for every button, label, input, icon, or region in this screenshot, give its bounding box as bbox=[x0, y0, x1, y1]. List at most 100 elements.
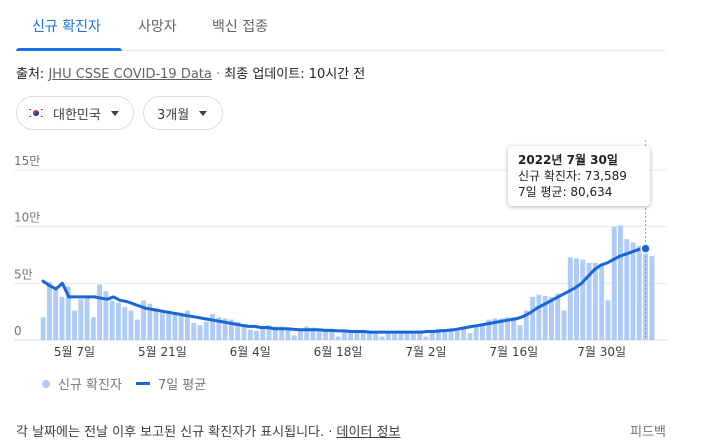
bar bbox=[247, 329, 253, 340]
tab-vaccination[interactable]: 백신 접종 bbox=[212, 19, 268, 35]
bar bbox=[561, 310, 567, 340]
feedback-link[interactable]: 피드백 bbox=[630, 425, 666, 440]
bar bbox=[618, 225, 623, 340]
tab-deaths[interactable]: 사망자 bbox=[138, 19, 177, 35]
bar bbox=[467, 333, 473, 340]
y-tick-label: 10만 bbox=[14, 211, 40, 225]
bar bbox=[72, 310, 77, 340]
bar bbox=[567, 257, 573, 340]
bar bbox=[373, 332, 379, 340]
korea-flag-icon bbox=[27, 107, 45, 119]
bar bbox=[429, 329, 435, 340]
bar bbox=[417, 332, 423, 340]
bar bbox=[134, 319, 140, 340]
bar bbox=[90, 317, 96, 340]
bar bbox=[542, 295, 548, 340]
chevron-down-icon bbox=[199, 110, 208, 116]
bar bbox=[272, 326, 278, 340]
bar bbox=[410, 332, 416, 340]
bar bbox=[335, 336, 341, 340]
bar bbox=[235, 321, 241, 340]
country-select-value: 대한민국 bbox=[53, 107, 101, 123]
bar bbox=[241, 324, 247, 340]
x-tick-label: 5월 7일 bbox=[54, 345, 95, 359]
bar bbox=[323, 329, 328, 340]
tooltip-new-cases: 신규 확진자: 73,589 bbox=[518, 169, 627, 183]
bar bbox=[197, 325, 203, 340]
range-select-value: 3개월 bbox=[157, 107, 190, 123]
bar bbox=[65, 286, 71, 340]
bar bbox=[392, 332, 398, 340]
source-prefix: 출처: bbox=[16, 67, 45, 82]
bar bbox=[159, 310, 165, 340]
bar bbox=[191, 323, 197, 340]
bar bbox=[348, 330, 354, 340]
bar bbox=[574, 258, 579, 340]
bar bbox=[536, 294, 542, 340]
bar bbox=[379, 336, 385, 340]
bar bbox=[404, 332, 410, 340]
bar bbox=[109, 300, 115, 340]
x-tick-label: 7월 2일 bbox=[405, 345, 446, 359]
bar bbox=[78, 299, 84, 340]
bar bbox=[178, 315, 184, 340]
source-link[interactable]: JHU CSSE COVID-19 Data bbox=[48, 67, 212, 82]
bar bbox=[511, 317, 517, 340]
legend-bar-label: 신규 확진자 bbox=[58, 378, 122, 393]
x-tick-label: 6월 4일 bbox=[230, 345, 271, 359]
legend-line-label: 7일 평균 bbox=[157, 378, 207, 393]
bar bbox=[304, 326, 310, 340]
bar bbox=[436, 328, 441, 340]
x-tick-label: 5월 21일 bbox=[138, 345, 187, 359]
x-tick-label: 7월 16일 bbox=[489, 345, 538, 359]
bar bbox=[473, 326, 479, 340]
bar bbox=[385, 332, 391, 340]
bar bbox=[398, 332, 404, 340]
chart-legend: 신규 확진자 7일 평균 bbox=[42, 374, 206, 393]
bar bbox=[141, 300, 146, 340]
legend-line-swatch bbox=[135, 382, 150, 385]
bar bbox=[260, 326, 266, 340]
bar bbox=[147, 303, 153, 340]
bar bbox=[254, 330, 259, 340]
y-tick-label: 15만 bbox=[14, 154, 40, 168]
range-select[interactable]: 3개월 bbox=[143, 96, 223, 130]
bar bbox=[203, 321, 209, 340]
bar bbox=[53, 290, 59, 340]
x-tick-label: 7월 30일 bbox=[577, 345, 626, 359]
bar bbox=[228, 319, 234, 340]
tab-bar: 신규 확진자 사망자 백신 접종 bbox=[16, 0, 666, 51]
bar bbox=[103, 291, 109, 340]
y-tick-label: 0 bbox=[14, 324, 22, 338]
bar bbox=[523, 310, 529, 340]
bar bbox=[216, 317, 222, 340]
country-select[interactable]: 대한민국 bbox=[16, 96, 134, 130]
bar bbox=[153, 308, 159, 340]
bar bbox=[442, 329, 448, 340]
tab-active-indicator bbox=[16, 48, 122, 51]
bar bbox=[128, 310, 134, 340]
chevron-down-icon bbox=[110, 110, 119, 116]
bar bbox=[116, 302, 121, 340]
bar bbox=[492, 318, 498, 340]
bar bbox=[586, 262, 592, 340]
bar bbox=[291, 335, 297, 340]
bar bbox=[166, 310, 172, 340]
bar bbox=[122, 307, 128, 340]
tab-new-cases[interactable]: 신규 확진자 bbox=[32, 19, 101, 35]
bar bbox=[84, 295, 90, 340]
bar bbox=[448, 328, 454, 340]
bar bbox=[643, 249, 649, 340]
bar bbox=[341, 332, 347, 340]
bar bbox=[624, 239, 630, 340]
bar bbox=[454, 329, 460, 340]
last-updated: 최종 업데이트: 10시간 전 bbox=[224, 67, 366, 82]
cases-chart[interactable]: 0 5만 10만 15만 5월 7일 5월 21일 6월 4일 6월 18일 7월 2일 7월 1… bbox=[0, 140, 721, 370]
bar bbox=[316, 328, 322, 340]
bar bbox=[630, 242, 636, 340]
bar bbox=[461, 328, 467, 340]
bar bbox=[517, 325, 523, 340]
footer-text: 각 날짜에는 전날 이후 보고된 신규 확진자가 표시됩니다. · bbox=[16, 425, 333, 440]
legend-bar-swatch bbox=[42, 379, 50, 388]
data-info-link[interactable]: 데이터 정보 bbox=[336, 425, 401, 440]
